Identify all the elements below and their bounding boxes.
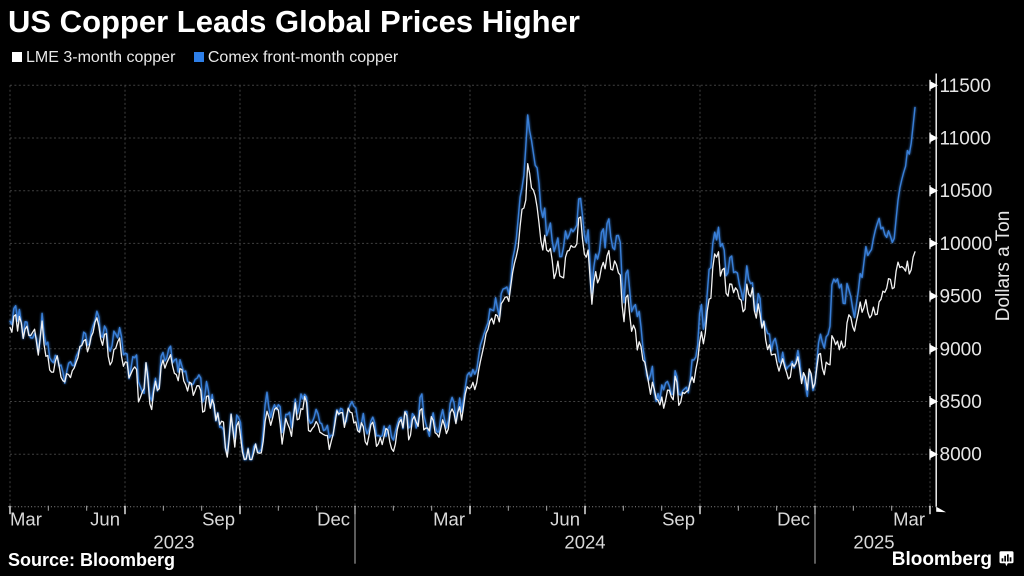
svg-text:Mar: Mar [893, 509, 925, 530]
svg-text:11000: 11000 [940, 129, 991, 150]
svg-text:8500: 8500 [940, 392, 982, 413]
svg-text:Sep: Sep [662, 509, 695, 530]
svg-text:Jun: Jun [90, 509, 120, 530]
svg-text:Jun: Jun [550, 509, 580, 530]
svg-text:Mar: Mar [10, 509, 42, 530]
svg-text:10500: 10500 [940, 181, 993, 202]
svg-text:2025: 2025 [853, 531, 894, 552]
svg-text:Dec: Dec [317, 509, 350, 530]
svg-text:Mar: Mar [433, 509, 465, 530]
svg-text:Dec: Dec [777, 509, 810, 530]
svg-text:11500: 11500 [940, 76, 991, 97]
svg-text:9500: 9500 [940, 287, 982, 308]
svg-text:Sep: Sep [202, 509, 235, 530]
svg-text:10000: 10000 [940, 234, 993, 255]
svg-text:2024: 2024 [564, 531, 605, 552]
svg-text:8000: 8000 [940, 445, 982, 466]
svg-text:9000: 9000 [940, 339, 982, 360]
svg-text:Dollars a Ton: Dollars a Ton [993, 211, 1014, 322]
